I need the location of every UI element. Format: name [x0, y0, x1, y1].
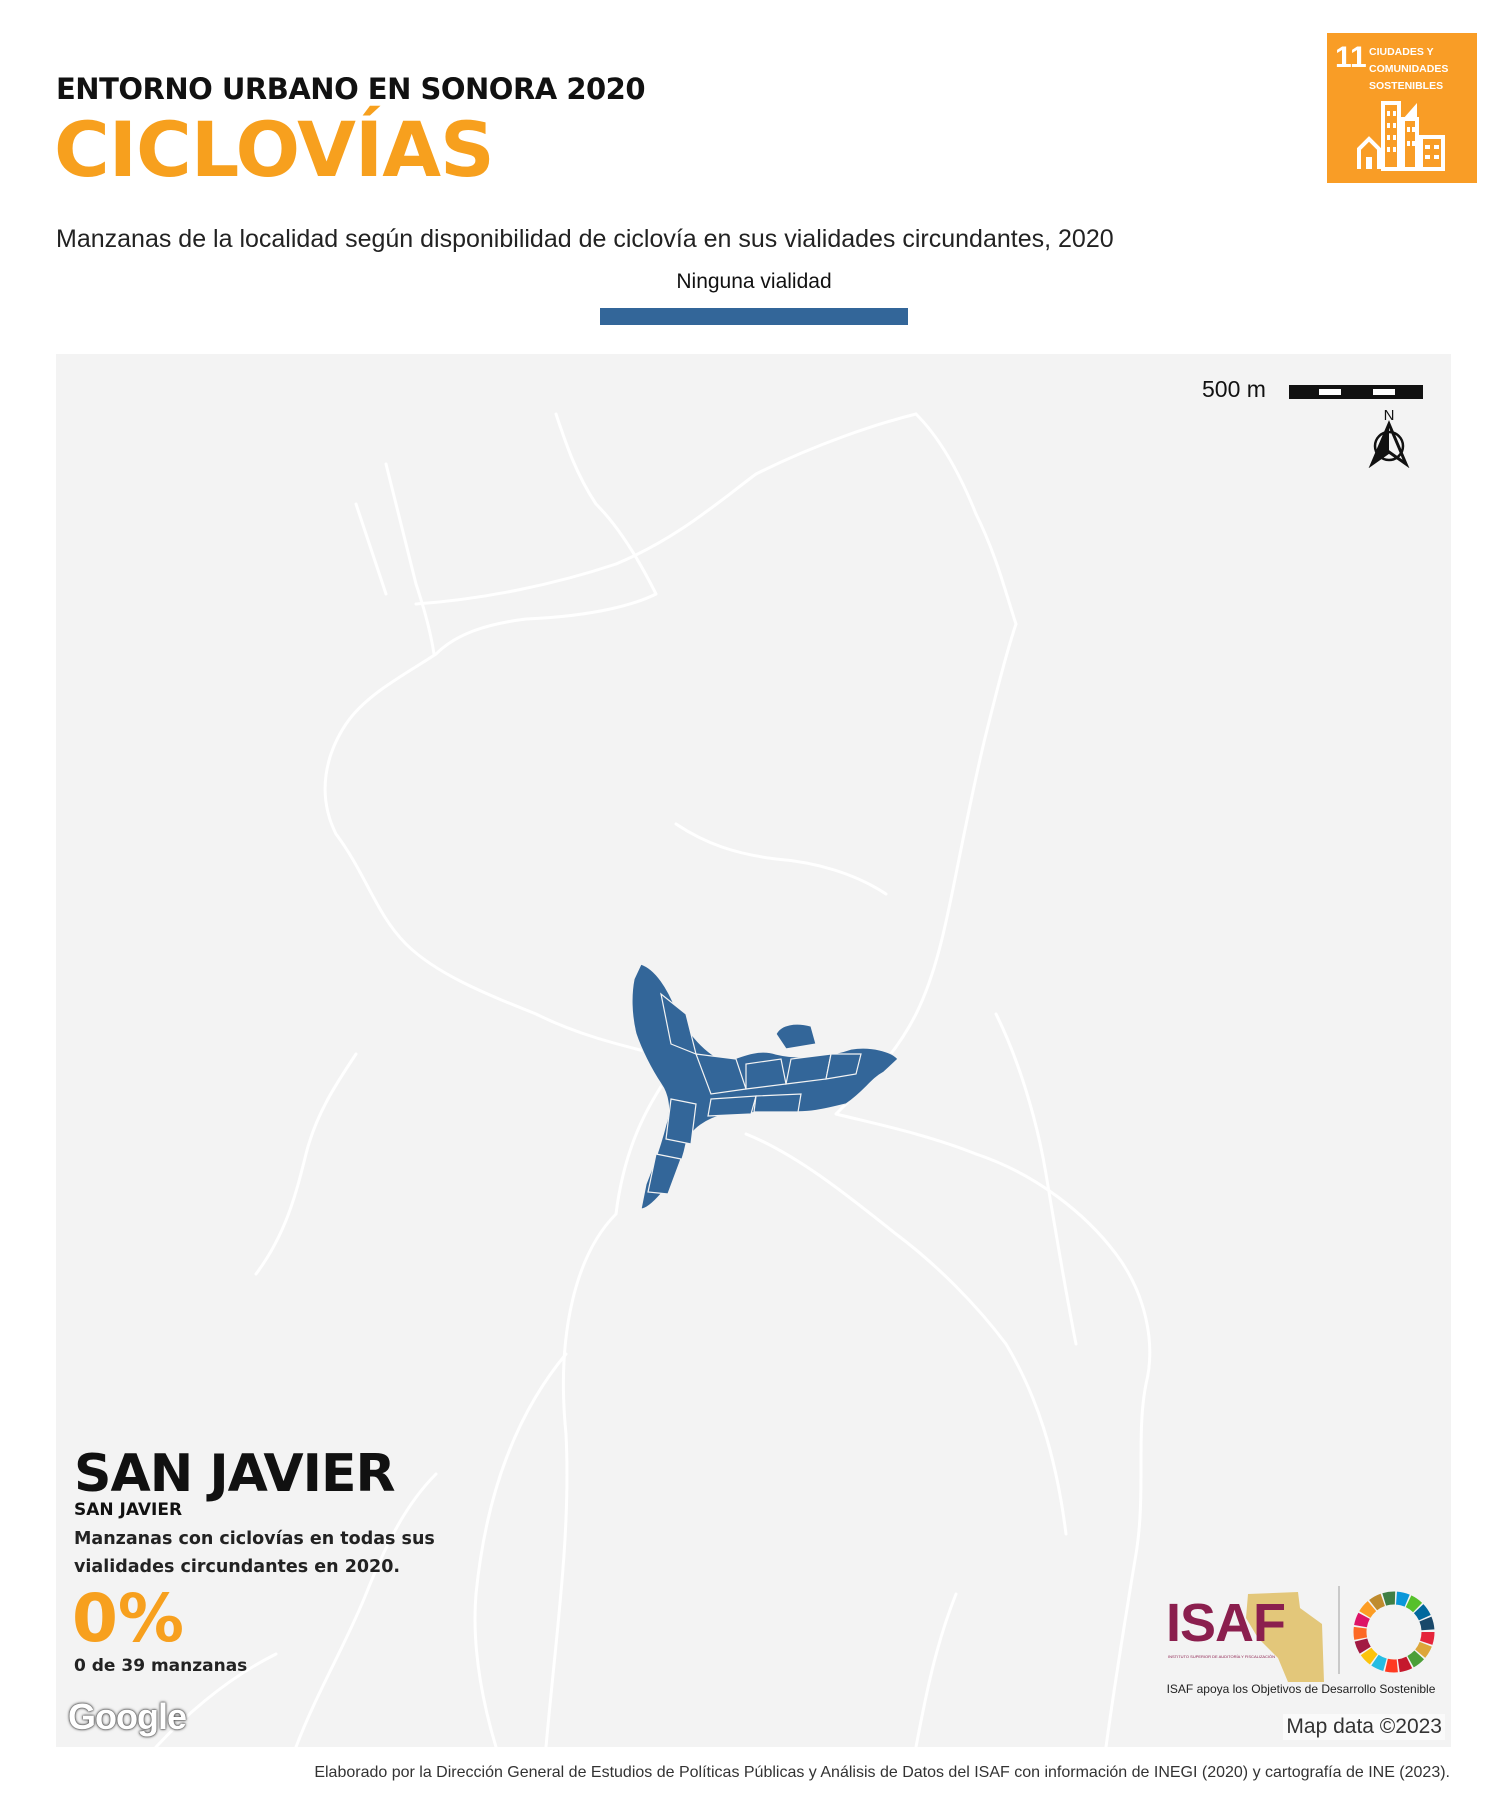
legend-label: Ninguna vialidad: [676, 270, 832, 293]
scale-label: 500 m: [1202, 376, 1266, 402]
sdg-goal-title: CIUDADES Y COMUNIDADES SOSTENIBLES: [1369, 46, 1449, 92]
isaf-logo-block: ISAF INSTITUTO SUPERIOR DE AUDITORÍA Y F…: [1156, 1584, 1446, 1704]
sdg-11-badge: 11 CIUDADES Y COMUNIDADES SOSTENIBLES: [1327, 33, 1477, 183]
stat-count: 0 de 39 manzanas: [74, 1656, 248, 1676]
sonora-map-icon: [1246, 1592, 1324, 1682]
legend-swatch: [600, 308, 908, 325]
sdg-wheel-icon: [1353, 1591, 1435, 1673]
scale-bar: [1289, 385, 1423, 399]
stat-percentage: 0%: [72, 1580, 185, 1657]
isaf-logo: ISAF: [1166, 1593, 1286, 1653]
locality-blocks: [631, 963, 899, 1210]
isaf-caption: ISAF apoya los Objetivos de Desarrollo S…: [1166, 1682, 1436, 1696]
map-attribution[interactable]: Map data ©2023: [1283, 1714, 1445, 1740]
sdg-number: 11: [1335, 41, 1367, 74]
roads-layer: [154, 412, 1152, 1747]
municipality-name: SAN JAVIER: [74, 1500, 183, 1520]
stat-description: Manzanas con ciclovías en todas sus vial…: [74, 1529, 435, 1577]
map-subtitle: Manzanas de la localidad según disponibi…: [56, 225, 1114, 253]
logo-divider: [1338, 1586, 1340, 1674]
map-panel[interactable]: 500 m N SAN JAVIER SAN JAVIER Manzanas c…: [56, 354, 1451, 1747]
footer-credit: Elaborado por la Dirección General de Es…: [314, 1764, 1450, 1781]
locality-name: SAN JAVIER: [74, 1444, 396, 1504]
page-title: CICLOVÍAS: [54, 105, 495, 194]
isaf-full-name: INSTITUTO SUPERIOR DE AUDITORÍA Y FISCAL…: [1168, 1654, 1276, 1659]
north-label: N: [1384, 407, 1395, 424]
north-arrow-icon: N: [1368, 407, 1410, 468]
google-logo: Google: [68, 1696, 187, 1737]
city-buildings-icon: [1357, 101, 1445, 171]
report-kicker: ENTORNO URBANO EN SONORA 2020: [56, 72, 646, 106]
